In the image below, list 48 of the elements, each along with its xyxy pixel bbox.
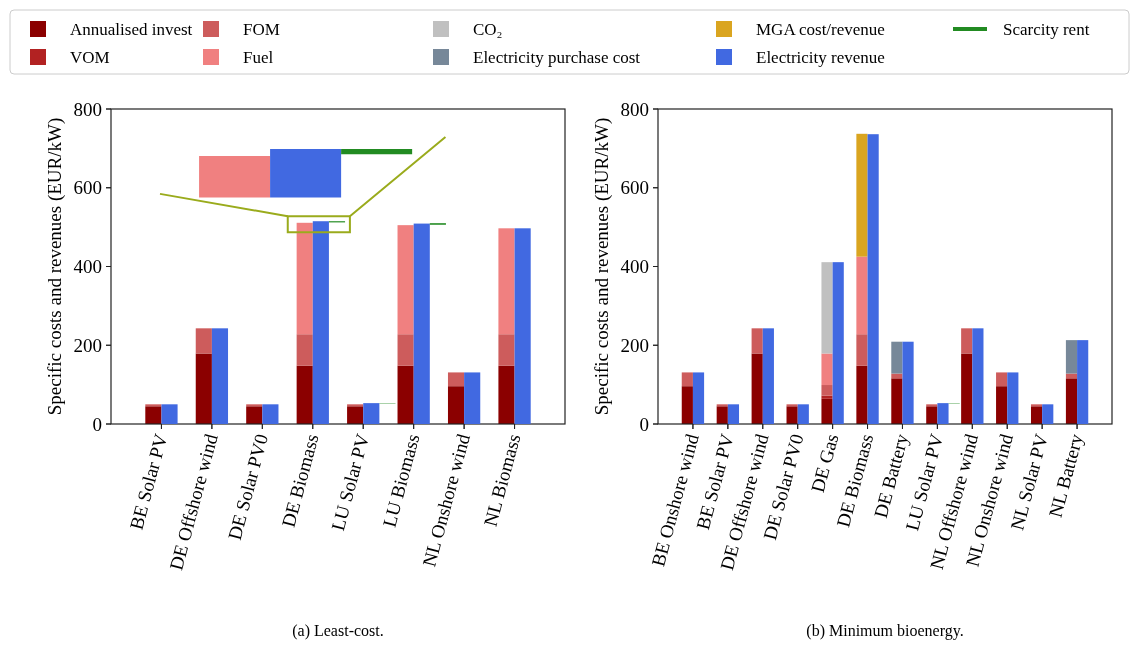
bar — [867, 134, 879, 424]
y-tick-label: 800 — [620, 98, 649, 120]
text: (b) Minimum bioenergy. — [806, 622, 964, 640]
bar — [821, 385, 833, 396]
legend-label: Electricity purchase cost — [473, 47, 641, 67]
y-tick-label: 0 — [639, 413, 649, 435]
y-tick-label: 0 — [92, 413, 102, 435]
x-tick-label: LU Solar PV — [327, 431, 374, 533]
bar — [996, 372, 1008, 387]
y-tick-label: 200 — [73, 334, 102, 356]
text: (a) Least-cost. — [292, 622, 384, 640]
x-tick-label: DE Biomass — [277, 431, 323, 530]
bar — [498, 334, 515, 366]
x-tick-label: DE Gas — [806, 431, 843, 495]
legend-label: CO₂ — [473, 19, 503, 39]
bar — [821, 353, 833, 386]
legend-label: MGA cost/revenue — [756, 19, 885, 39]
bar — [961, 328, 973, 354]
y-axis-title: Specific costs and revenues (EUR/kW) — [591, 117, 613, 416]
y-tick-label: 600 — [73, 177, 102, 199]
bar — [856, 365, 868, 424]
bar — [195, 328, 212, 354]
y-axis-title: Specific costs and revenues (EUR/kW) — [44, 117, 66, 416]
legend-label: Annualised invest — [70, 19, 193, 39]
legend-label: FOM — [243, 19, 280, 39]
bar — [821, 395, 833, 399]
y-tick-label: 400 — [620, 256, 649, 278]
bar — [296, 365, 313, 424]
bar — [397, 365, 414, 424]
y-tick-label: 600 — [620, 177, 649, 199]
bar — [856, 334, 868, 366]
x-tick-label: NL Biomass — [479, 431, 525, 529]
x-tick-label: DE Solar PV0 — [223, 431, 273, 543]
bar — [397, 334, 414, 366]
legend-label: VOM — [70, 47, 110, 67]
bar — [751, 328, 763, 354]
bar — [296, 334, 313, 366]
bar — [447, 372, 465, 387]
legend-label: Electricity revenue — [756, 47, 885, 67]
bar — [498, 365, 515, 424]
legend-label: Scarcity rent — [1003, 19, 1090, 39]
y-tick-label: 800 — [73, 98, 102, 120]
bar — [821, 398, 833, 424]
bar — [681, 372, 693, 387]
y-tick-label: 400 — [73, 256, 102, 278]
bar — [856, 256, 868, 335]
legend-label: Fuel — [243, 47, 274, 67]
y-tick-label: 200 — [620, 334, 649, 356]
